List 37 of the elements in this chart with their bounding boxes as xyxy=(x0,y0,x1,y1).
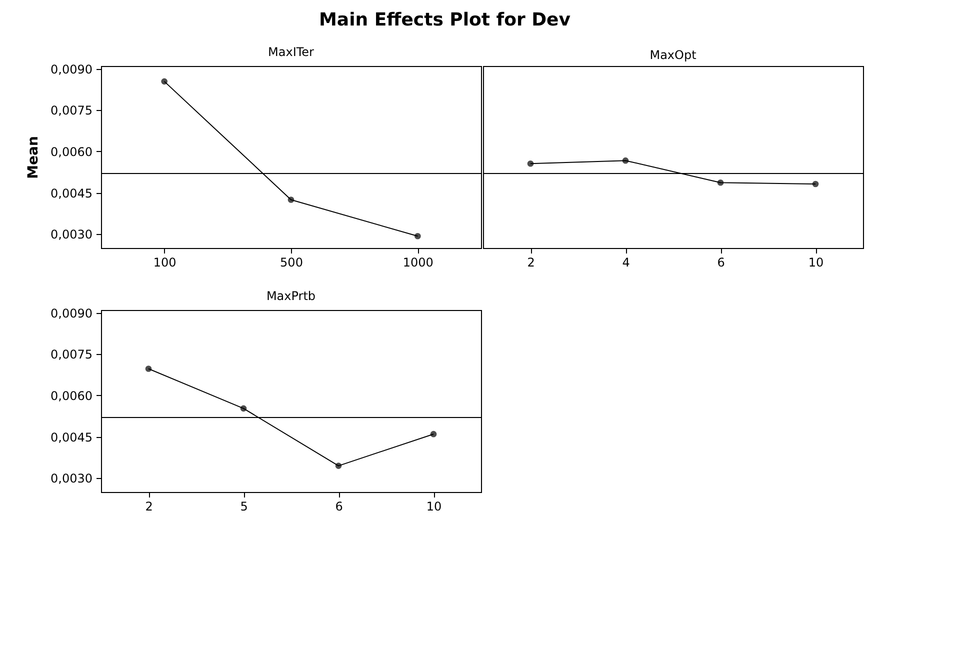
point xyxy=(414,232,421,240)
y-tick-label: 0,0060 xyxy=(50,388,92,403)
point xyxy=(527,160,534,167)
y-tick-label: 0,0045 xyxy=(50,430,92,444)
x-tick-label: 4 xyxy=(622,256,630,270)
y-tick-label: 0,0060 xyxy=(50,144,92,159)
x-axis-title: MaxOpt xyxy=(650,48,697,62)
y-tick-label: 0,0075 xyxy=(50,104,92,118)
point xyxy=(335,462,342,469)
y-axis-title: Mean xyxy=(26,136,42,179)
y-tick-label: 0,0090 xyxy=(50,306,92,320)
x-tick-label: 500 xyxy=(280,256,303,270)
y-tick-label: 0,0030 xyxy=(50,228,92,242)
y-tick-label: 0,0090 xyxy=(50,62,92,76)
point xyxy=(717,179,724,186)
point xyxy=(161,78,168,85)
point xyxy=(145,366,152,372)
x-tick-label: 10 xyxy=(426,500,442,514)
point xyxy=(812,180,819,188)
point xyxy=(288,196,294,203)
point xyxy=(240,405,247,412)
x-tick-label: 6 xyxy=(335,500,343,514)
x-axis-title: MaxPrtb xyxy=(266,288,316,303)
x-tick-label: 2 xyxy=(527,256,535,270)
chart-title: Main Effects Plot for Dev xyxy=(319,9,571,30)
x-tick-label: 10 xyxy=(808,256,824,270)
x-tick-label: 2 xyxy=(145,500,153,514)
x-tick-label: 1000 xyxy=(402,256,434,270)
point xyxy=(622,157,629,164)
y-tick-label: 0,0030 xyxy=(50,472,92,486)
y-tick-label: 0,0045 xyxy=(50,186,92,200)
x-tick-label: 6 xyxy=(717,256,725,270)
point xyxy=(430,430,437,438)
x-tick-label: 5 xyxy=(240,500,248,514)
x-tick-label: 100 xyxy=(153,256,176,270)
y-tick-label: 0,0075 xyxy=(50,348,92,362)
x-axis-title: MaxITer xyxy=(268,44,314,59)
